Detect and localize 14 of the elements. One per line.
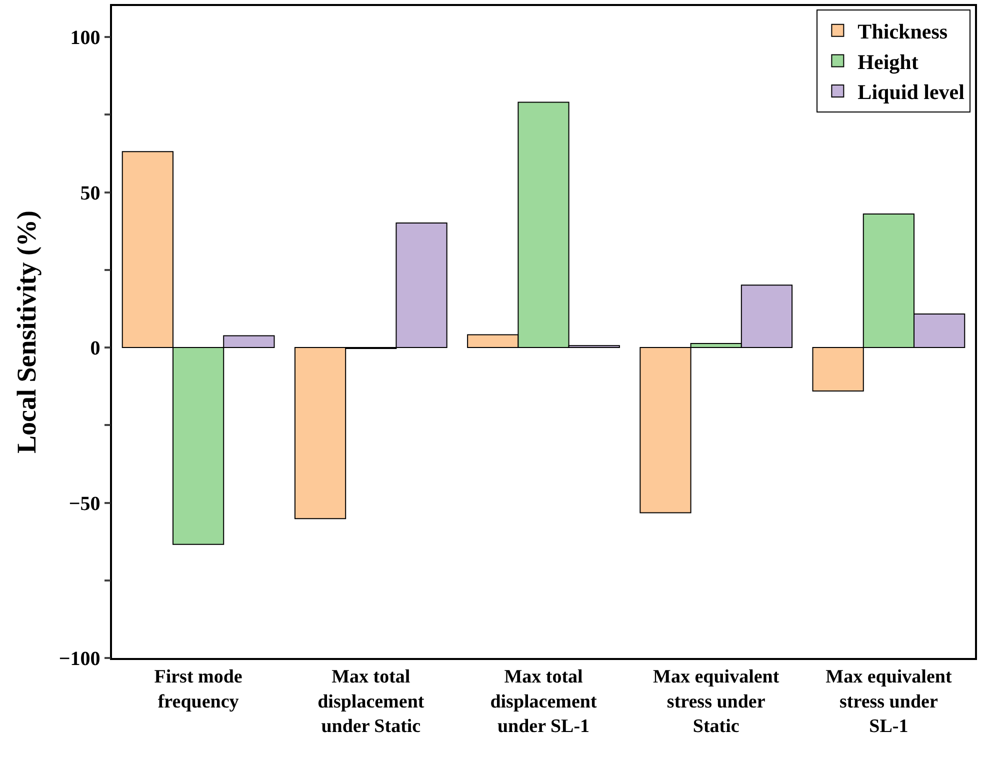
x-tick-label: First mode frequency bbox=[154, 666, 242, 712]
x-tick-label: Max total displacement under SL-1 bbox=[490, 666, 598, 737]
x-tick-label: Max total displacement under Static bbox=[318, 666, 425, 737]
y-axis-title: Local Sensitivity (%) bbox=[11, 210, 42, 454]
x-tick-label: Max equivalent stress under Static bbox=[653, 666, 780, 737]
y-tick-label: −100 bbox=[58, 648, 100, 670]
y-tick-label: −50 bbox=[68, 492, 100, 515]
y-tick-label: 0 bbox=[90, 338, 100, 360]
legend-label: Liquid level bbox=[858, 80, 965, 104]
x-tick-label: Max equivalent stress under SL-1 bbox=[826, 666, 952, 737]
y-tick-label: 100 bbox=[70, 27, 100, 50]
legend-label: Height bbox=[858, 50, 918, 74]
legend-label: Thickness bbox=[858, 20, 948, 44]
y-tick-label: 50 bbox=[80, 182, 100, 204]
